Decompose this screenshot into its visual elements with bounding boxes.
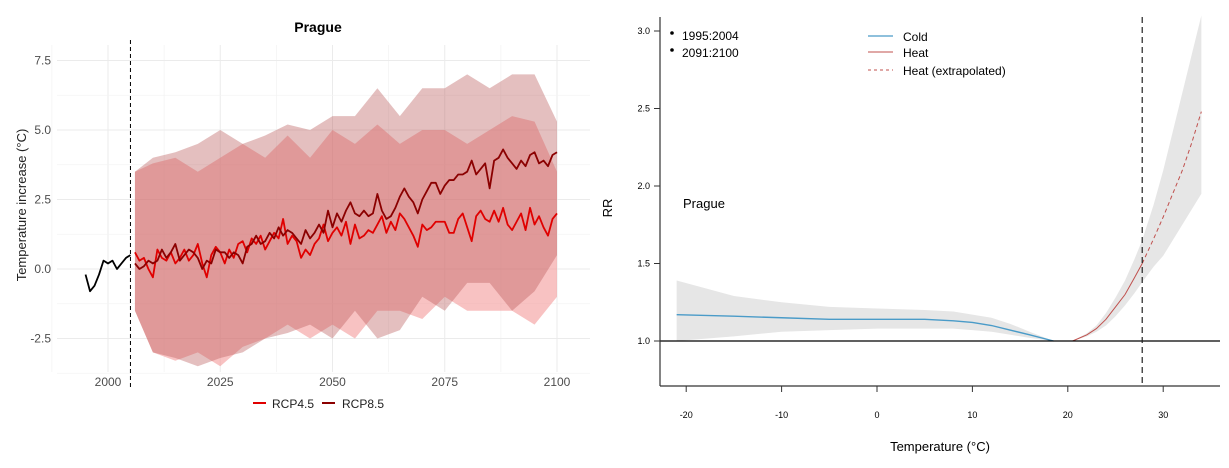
- city-annotation: Prague: [683, 196, 725, 211]
- uncertainty-bands: [134, 74, 557, 367]
- x-axis-label: Temperature (°C): [890, 439, 990, 454]
- ci-band-heat-extrapolated: [1142, 15, 1202, 283]
- x-tick-label: -10: [775, 410, 788, 420]
- relative-risk-chart: -20 -10 0 10 20 30 1.0 1.5 2.0 2.5 3.0 Temperature…: [600, 15, 1220, 454]
- y-axis-label: RR: [600, 199, 615, 218]
- band-rcp45: [134, 116, 557, 367]
- chart-title: Prague: [294, 19, 342, 35]
- legend-label-heat: Heat: [903, 46, 929, 60]
- axis-ticks: -20 -10 0 10 20 30 1.0 1.5 2.0 2.5 3.0: [637, 26, 1168, 420]
- series-line-rcp45: [134, 206, 558, 279]
- series-lines: [84, 148, 558, 293]
- y-tick-label: 5.0: [34, 123, 51, 137]
- temperature-projection-chart: Prague Temperature increase (°C) 2000 202…: [14, 19, 590, 411]
- y-tick-label: 1.5: [637, 259, 650, 269]
- series-line-rcp85: [134, 148, 558, 270]
- x-tick-label: 2000: [95, 375, 122, 389]
- legend: RCP4.5 RCP8.5: [253, 397, 384, 411]
- period-legend: 1995:2004 2091:2100: [670, 29, 739, 60]
- x-tick-label: 2100: [544, 375, 571, 389]
- y-tick-label: 7.5: [34, 54, 51, 68]
- bullet-icon: [670, 31, 674, 35]
- x-tick-label: -20: [680, 410, 693, 420]
- ci-band-cold: [676, 280, 1054, 341]
- confidence-bands: [676, 15, 1202, 341]
- series-lines: [676, 111, 1202, 342]
- x-tick-label: 2025: [207, 375, 234, 389]
- y-tick-label: 2.0: [637, 181, 650, 191]
- ci-band-heat: [1072, 240, 1143, 341]
- legend-label-rcp85: RCP8.5: [342, 397, 384, 411]
- x-tick-label: 20: [1063, 410, 1073, 420]
- x-tick-label: 2050: [319, 375, 346, 389]
- legend: Cold Heat Heat (extrapolated): [868, 30, 1006, 78]
- x-tick-label: 0: [874, 410, 879, 420]
- y-tick-label: 1.0: [637, 336, 650, 346]
- y-tick-label: 2.5: [34, 193, 51, 207]
- bullet-icon: [670, 48, 674, 52]
- axis-ticks: 2000 2025 2050 2075 2100 7.5 5.0 2.5 0.0 -2.5: [30, 54, 570, 390]
- legend-label-rcp45: RCP4.5: [272, 397, 314, 411]
- y-axis-label: Temperature increase (°C): [14, 129, 29, 282]
- band-rcp85: [134, 74, 557, 367]
- series-line-cold: [676, 313, 1054, 342]
- legend-label-cold: Cold: [903, 30, 928, 44]
- series-line-historical: [84, 254, 131, 293]
- x-tick-label: 10: [967, 410, 977, 420]
- y-tick-label: 0.0: [34, 262, 51, 276]
- legend-label-heat-extrapolated: Heat (extrapolated): [903, 64, 1006, 78]
- y-tick-label: -2.5: [30, 332, 51, 346]
- y-tick-label: 3.0: [637, 26, 650, 36]
- x-tick-label: 2075: [431, 375, 458, 389]
- y-tick-label: 2.5: [637, 104, 650, 114]
- period-label: 2091:2100: [682, 46, 739, 60]
- x-tick-label: 30: [1158, 410, 1168, 420]
- series-line-heat: [1072, 263, 1143, 342]
- period-label: 1995:2004: [682, 29, 739, 43]
